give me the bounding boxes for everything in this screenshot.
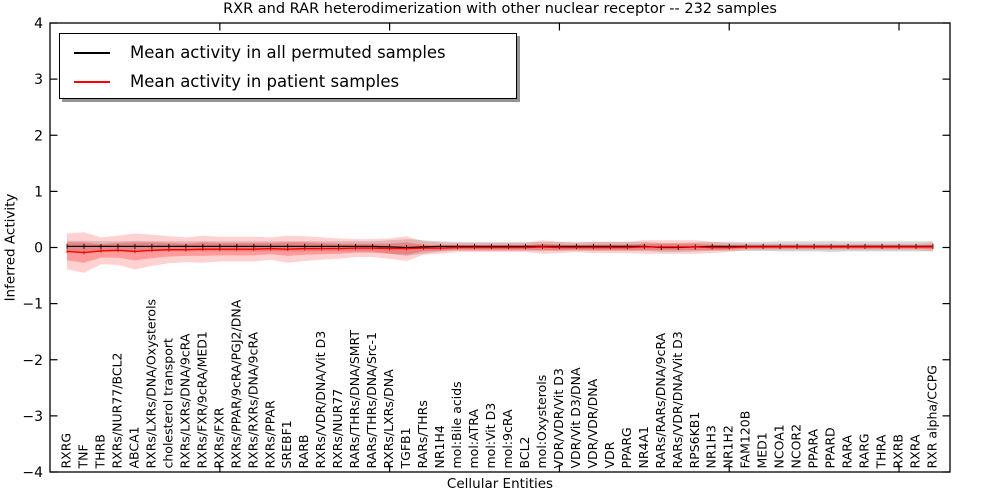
y-tick-label: 4 bbox=[34, 16, 43, 32]
x-tick-label: THRA bbox=[874, 434, 889, 469]
x-tick-label: RARA bbox=[840, 435, 855, 469]
x-tick-label: RXRs/FXR bbox=[211, 407, 226, 468]
x-tick-label: RXRG bbox=[59, 433, 74, 469]
x-tick-label: mol:9cRA bbox=[500, 409, 515, 469]
x-tick-label: VDR/Vit D3/DNA bbox=[568, 367, 583, 468]
legend-entry-permuted: Mean activity in all permuted samples bbox=[74, 38, 516, 67]
x-tick-label: NR4A1 bbox=[636, 426, 651, 469]
x-tick-label: TGFB1 bbox=[398, 427, 413, 469]
y-tick-label: 1 bbox=[34, 184, 43, 200]
x-tick-label: RXRs/PPAR/9cRA/PGJ2/DNA bbox=[228, 299, 243, 468]
x-tick-label: NCOA1 bbox=[772, 424, 787, 468]
patient-mean-line bbox=[66, 246, 933, 254]
x-tick-label: RXRs/RXRs/DNA/9cRA bbox=[245, 331, 260, 468]
x-axis-label: Cellular Entities bbox=[446, 476, 554, 492]
x-tick-label: NR1H2 bbox=[721, 425, 736, 468]
x-tick-label: PPARA bbox=[806, 428, 821, 468]
x-tick-label: VDR/VDR/Vit D3 bbox=[551, 368, 566, 468]
y-axis-label: Inferred Activity bbox=[2, 193, 19, 302]
x-tick-label: MED1 bbox=[755, 432, 770, 468]
y-tick-label: 0 bbox=[34, 241, 43, 257]
axis-ticks bbox=[50, 22, 950, 473]
x-tick-label: RPS6KB1 bbox=[687, 412, 702, 469]
y-tick-label: 3 bbox=[34, 72, 43, 88]
x-tick-label: PPARG bbox=[619, 427, 634, 468]
x-tick-label: RARs/THRs/DNA/SMRT bbox=[347, 330, 362, 469]
y-tick-label: −4 bbox=[22, 465, 43, 481]
patient-point-markers bbox=[66, 245, 934, 255]
x-tick-label: RXRs/FXR/9cRA/MED1 bbox=[194, 331, 209, 468]
x-tick-label: SREBF1 bbox=[279, 420, 294, 468]
y-tick-label: −3 bbox=[22, 409, 43, 425]
x-tick-label: RARs/VDR/DNA/Vit D3 bbox=[670, 331, 685, 468]
x-tick-label: NR1H3 bbox=[704, 425, 719, 468]
x-tick-label: PPARD bbox=[823, 427, 838, 468]
x-tick-label: RXRs/LXRs/DNA bbox=[381, 369, 396, 469]
legend-line-red bbox=[74, 80, 110, 83]
x-tick-label: RARs/RARs/DNA/9cRA bbox=[653, 332, 668, 468]
x-tick-label: mol:ATRA bbox=[466, 409, 481, 469]
x-tick-label: RXR alpha/CCPG bbox=[925, 365, 940, 468]
x-tick-label: VDR/VDR/DNA bbox=[585, 378, 600, 468]
x-tick-label: RXRs/LXRs/DNA/9cRA bbox=[177, 333, 192, 468]
x-tick-label: RXRs/LXRs/DNA/Oxysterols bbox=[143, 299, 158, 469]
x-tick-label: RXRs/VDR/DNA/Vit D3 bbox=[313, 331, 328, 469]
legend-label-permuted: Mean activity in all permuted samples bbox=[130, 43, 446, 62]
x-tick-label: cholesterol transport bbox=[160, 338, 175, 469]
x-tick-label: RXRA bbox=[908, 434, 923, 468]
x-tick-label: NCOR2 bbox=[789, 424, 804, 469]
x-tick-labels: RXRG TNF THRB RXRs/NUR77/BCL2 ABCA1 RXRs/LXRs… bbox=[59, 299, 940, 470]
x-tick-label: NR1H4 bbox=[432, 425, 447, 468]
x-tick-label: RXRB bbox=[891, 434, 906, 469]
x-tick-label: mol:Bile acids bbox=[449, 381, 464, 468]
x-tick-label: mol:Vit D3 bbox=[483, 403, 498, 469]
x-tick-label: ABCA1 bbox=[126, 426, 141, 468]
x-tick-label: RXRs/NUR77 bbox=[330, 389, 345, 469]
legend-entry-patient: Mean activity in patient samples bbox=[74, 67, 516, 96]
legend-line-black bbox=[74, 51, 110, 54]
chart-title: RXR and RAR heterodimerization with othe… bbox=[223, 1, 777, 17]
x-tick-label: RARG bbox=[857, 433, 872, 468]
x-tick-label: FAM120B bbox=[738, 411, 753, 469]
x-tick-label: TNF bbox=[76, 444, 91, 469]
x-tick-label: RXRs/PPAR bbox=[262, 400, 277, 468]
x-tick-label: RARs/THRs/DNA/Src-1 bbox=[364, 332, 379, 468]
x-tick-label: RARB bbox=[296, 435, 311, 469]
legend-label-patient: Mean activity in patient samples bbox=[130, 72, 400, 91]
x-tick-label: THRB bbox=[93, 434, 108, 469]
legend-box: Mean activity in all permuted samples Me… bbox=[59, 33, 517, 99]
x-tick-label: BCL2 bbox=[517, 436, 532, 468]
y-tick-label: −2 bbox=[22, 353, 43, 369]
x-tick-label: VDR bbox=[602, 441, 617, 468]
x-tick-label: RARs/THRs bbox=[415, 400, 430, 468]
x-tick-label: mol:Oxysterols bbox=[534, 375, 549, 469]
y-tick-label: 2 bbox=[34, 128, 43, 144]
x-tick-label: RXRs/NUR77/BCL2 bbox=[109, 353, 124, 469]
patient-std-band-outer bbox=[67, 232, 933, 273]
y-tick-label: −1 bbox=[22, 297, 43, 313]
